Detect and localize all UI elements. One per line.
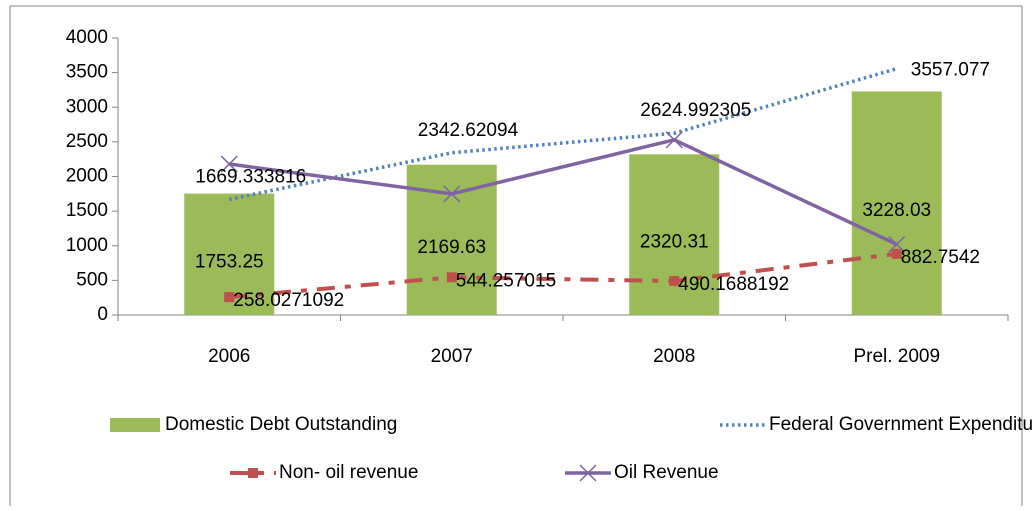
square-marker <box>446 272 457 283</box>
legend-label: Oil Revenue <box>614 462 719 483</box>
square-marker <box>891 248 902 259</box>
data-label: 544.257015 <box>456 270 556 291</box>
data-label: 882.7542 <box>901 247 980 268</box>
y-tick-label: 2500 <box>66 131 108 152</box>
x-tick-label: Prel. 2009 <box>853 346 940 367</box>
data-label: 1669.333816 <box>195 166 306 187</box>
line-series <box>229 251 897 300</box>
legend-marker <box>248 468 258 478</box>
y-tick-label: 0 <box>97 304 108 325</box>
data-label: 2624.992305 <box>640 100 751 121</box>
square-marker <box>669 276 680 287</box>
y-tick-label: 1500 <box>66 200 108 221</box>
x-marker <box>665 131 683 149</box>
y-tick-label: 500 <box>76 269 108 290</box>
data-label: 2342.62094 <box>418 120 519 141</box>
bar <box>851 91 942 315</box>
data-label: 2169.63 <box>417 237 486 258</box>
data-label: 258.0271092 <box>233 290 344 311</box>
line-series <box>229 137 898 246</box>
y-tick-label: 3000 <box>66 96 108 117</box>
data-label: 3557.077 <box>911 60 990 81</box>
x-tick-label: 2007 <box>431 346 473 367</box>
data-label: 2320.31 <box>640 232 709 253</box>
data-label: 3228.03 <box>862 200 931 221</box>
square-marker <box>224 292 235 303</box>
data-label: 1753.25 <box>195 251 264 272</box>
x-marker <box>443 185 461 203</box>
legend-label: Federal Government Expenditure <box>769 414 1033 435</box>
legend-label: Non- oil revenue <box>279 462 418 483</box>
data-label: 490.1688192 <box>678 274 789 295</box>
y-tick-label: 1000 <box>66 235 108 256</box>
x-tick-label: 2008 <box>653 346 695 367</box>
bar <box>629 154 720 315</box>
legend-marker <box>579 464 597 482</box>
x-tick-label: 2006 <box>208 346 250 367</box>
x-marker <box>888 235 906 253</box>
legend-swatch <box>110 418 160 432</box>
y-tick-label: 4000 <box>66 27 108 48</box>
x-marker <box>220 155 238 173</box>
y-tick-label: 2000 <box>66 166 108 187</box>
legend-label: Domestic Debt Outstanding <box>165 414 397 435</box>
y-tick-label: 3500 <box>66 62 108 83</box>
